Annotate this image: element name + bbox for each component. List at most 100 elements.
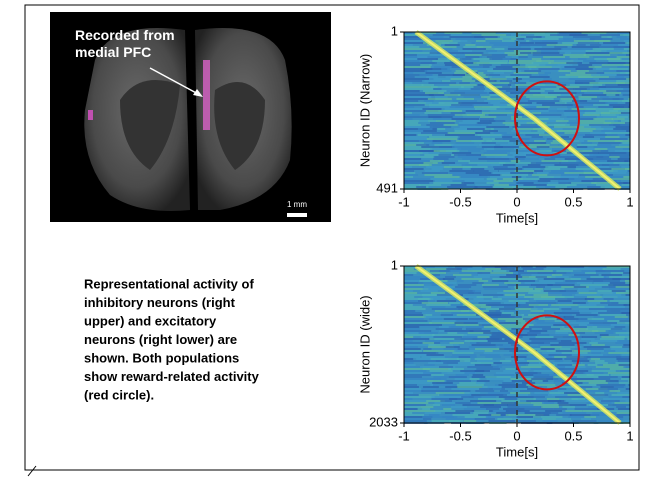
heatmap-noise <box>448 280 464 282</box>
x-tick-label: -0.5 <box>449 428 471 443</box>
heatmap-noise <box>420 406 433 408</box>
heatmap-noise <box>601 36 611 38</box>
heatmap-noise <box>447 332 457 334</box>
heatmap-noise <box>428 116 453 118</box>
heatmap-noise <box>545 410 562 412</box>
heatmap-noise <box>404 72 413 74</box>
heatmap-noise <box>625 134 630 136</box>
heatmap-noise <box>600 314 630 316</box>
heatmap-noise <box>613 98 624 100</box>
heatmap-noise <box>404 44 413 46</box>
heatmap-noise <box>465 56 479 58</box>
heatmap-noise <box>404 184 421 186</box>
heatmap-noise <box>578 288 595 290</box>
heatmap-noise <box>453 274 472 276</box>
heatmap-noise <box>404 158 421 160</box>
heatmap-noise <box>404 70 427 72</box>
heatmap-noise <box>404 320 427 322</box>
heatmap-noise <box>481 154 507 156</box>
heatmap-noise <box>554 408 567 410</box>
heatmap-noise <box>591 344 604 346</box>
heatmap-noise <box>485 356 501 358</box>
heatmap-noise <box>551 326 564 328</box>
heatmap-noise <box>557 64 569 66</box>
heatmap-noise <box>487 178 497 180</box>
heatmap-noise <box>602 164 620 166</box>
heatmap-noise <box>449 172 466 174</box>
heatmap-noise <box>452 118 480 120</box>
caption-line: inhibitory neurons (right <box>84 295 236 310</box>
heatmap-noise <box>591 340 619 342</box>
heatmap-noise <box>528 164 541 166</box>
heatmap-noise <box>625 168 630 170</box>
heatmap-noise <box>480 120 495 122</box>
heatmap-noise <box>626 388 630 390</box>
heatmap-noise <box>462 52 482 54</box>
heatmap-noise <box>599 78 630 80</box>
heatmap-noise <box>404 130 424 132</box>
heatmap-noise <box>404 126 433 128</box>
heatmap-noise <box>620 310 630 312</box>
heatmap-noise <box>404 410 435 412</box>
heatmap-noise <box>531 162 561 164</box>
heatmap-noise <box>419 120 428 122</box>
heatmap-noise <box>472 282 483 284</box>
y-tick-label: 491 <box>376 180 398 195</box>
heatmap-noise <box>608 150 630 152</box>
heatmap-noise <box>625 280 630 282</box>
heatmap-noise <box>625 282 630 284</box>
heatmap-noise <box>528 292 548 294</box>
heatmap-noise <box>487 160 512 162</box>
heatmap-noise <box>474 36 497 38</box>
heatmap-noise <box>610 300 630 302</box>
heatmap-noise <box>621 120 630 122</box>
heatmap-noise <box>558 388 567 390</box>
heatmap-noise <box>404 66 431 68</box>
heatmap-noise <box>624 64 630 66</box>
heatmap-noise <box>461 278 482 280</box>
heatmap-noise <box>404 80 424 82</box>
heatmap-noise <box>404 82 412 84</box>
heatmap-noise <box>560 328 588 330</box>
heatmap-noise <box>432 382 453 384</box>
x-tick-label: 1 <box>626 428 633 443</box>
heatmap-noise <box>404 50 422 52</box>
heatmap-noise <box>404 284 424 286</box>
heatmap-noise <box>449 376 467 378</box>
heatmap-noise <box>474 410 489 412</box>
heatmap-noise <box>464 420 476 422</box>
heatmap-noise <box>451 78 472 80</box>
heatmap-noise <box>600 96 608 98</box>
heatmap-noise <box>625 122 630 124</box>
heatmap-noise <box>460 176 488 178</box>
heatmap-noise <box>622 396 630 398</box>
heatmap-noise <box>441 68 450 70</box>
heatmap-noise <box>602 296 625 298</box>
heatmap-noise <box>615 342 630 344</box>
heatmap-noise <box>529 342 550 344</box>
heatmap-noise <box>578 304 597 306</box>
heatmap-noise <box>439 366 453 368</box>
heatmap-noise <box>529 300 556 302</box>
heatmap-noise <box>520 52 532 54</box>
heatmap-noise <box>404 386 419 388</box>
heatmap-noise <box>616 82 630 84</box>
heatmap-noise <box>530 90 545 92</box>
heatmap-noise <box>508 284 532 286</box>
heatmap-noise <box>604 350 615 352</box>
heatmap-noise <box>566 62 582 64</box>
heatmap-noise <box>494 374 514 376</box>
heatmap-noise <box>584 346 612 348</box>
heatmap-noise <box>464 392 480 394</box>
heatmap-noise <box>515 170 535 172</box>
heatmap-noise <box>518 420 535 422</box>
heatmap-noise <box>451 312 477 314</box>
heatmap-noise <box>581 418 591 420</box>
heatmap-noise <box>423 90 447 92</box>
heatmap-noise <box>535 42 558 44</box>
heatmap-noise <box>587 318 604 320</box>
heatmap-noise <box>603 92 621 94</box>
heatmap-noise <box>560 370 571 372</box>
heatmap-noise <box>453 40 468 42</box>
heatmap-noise <box>475 418 495 420</box>
